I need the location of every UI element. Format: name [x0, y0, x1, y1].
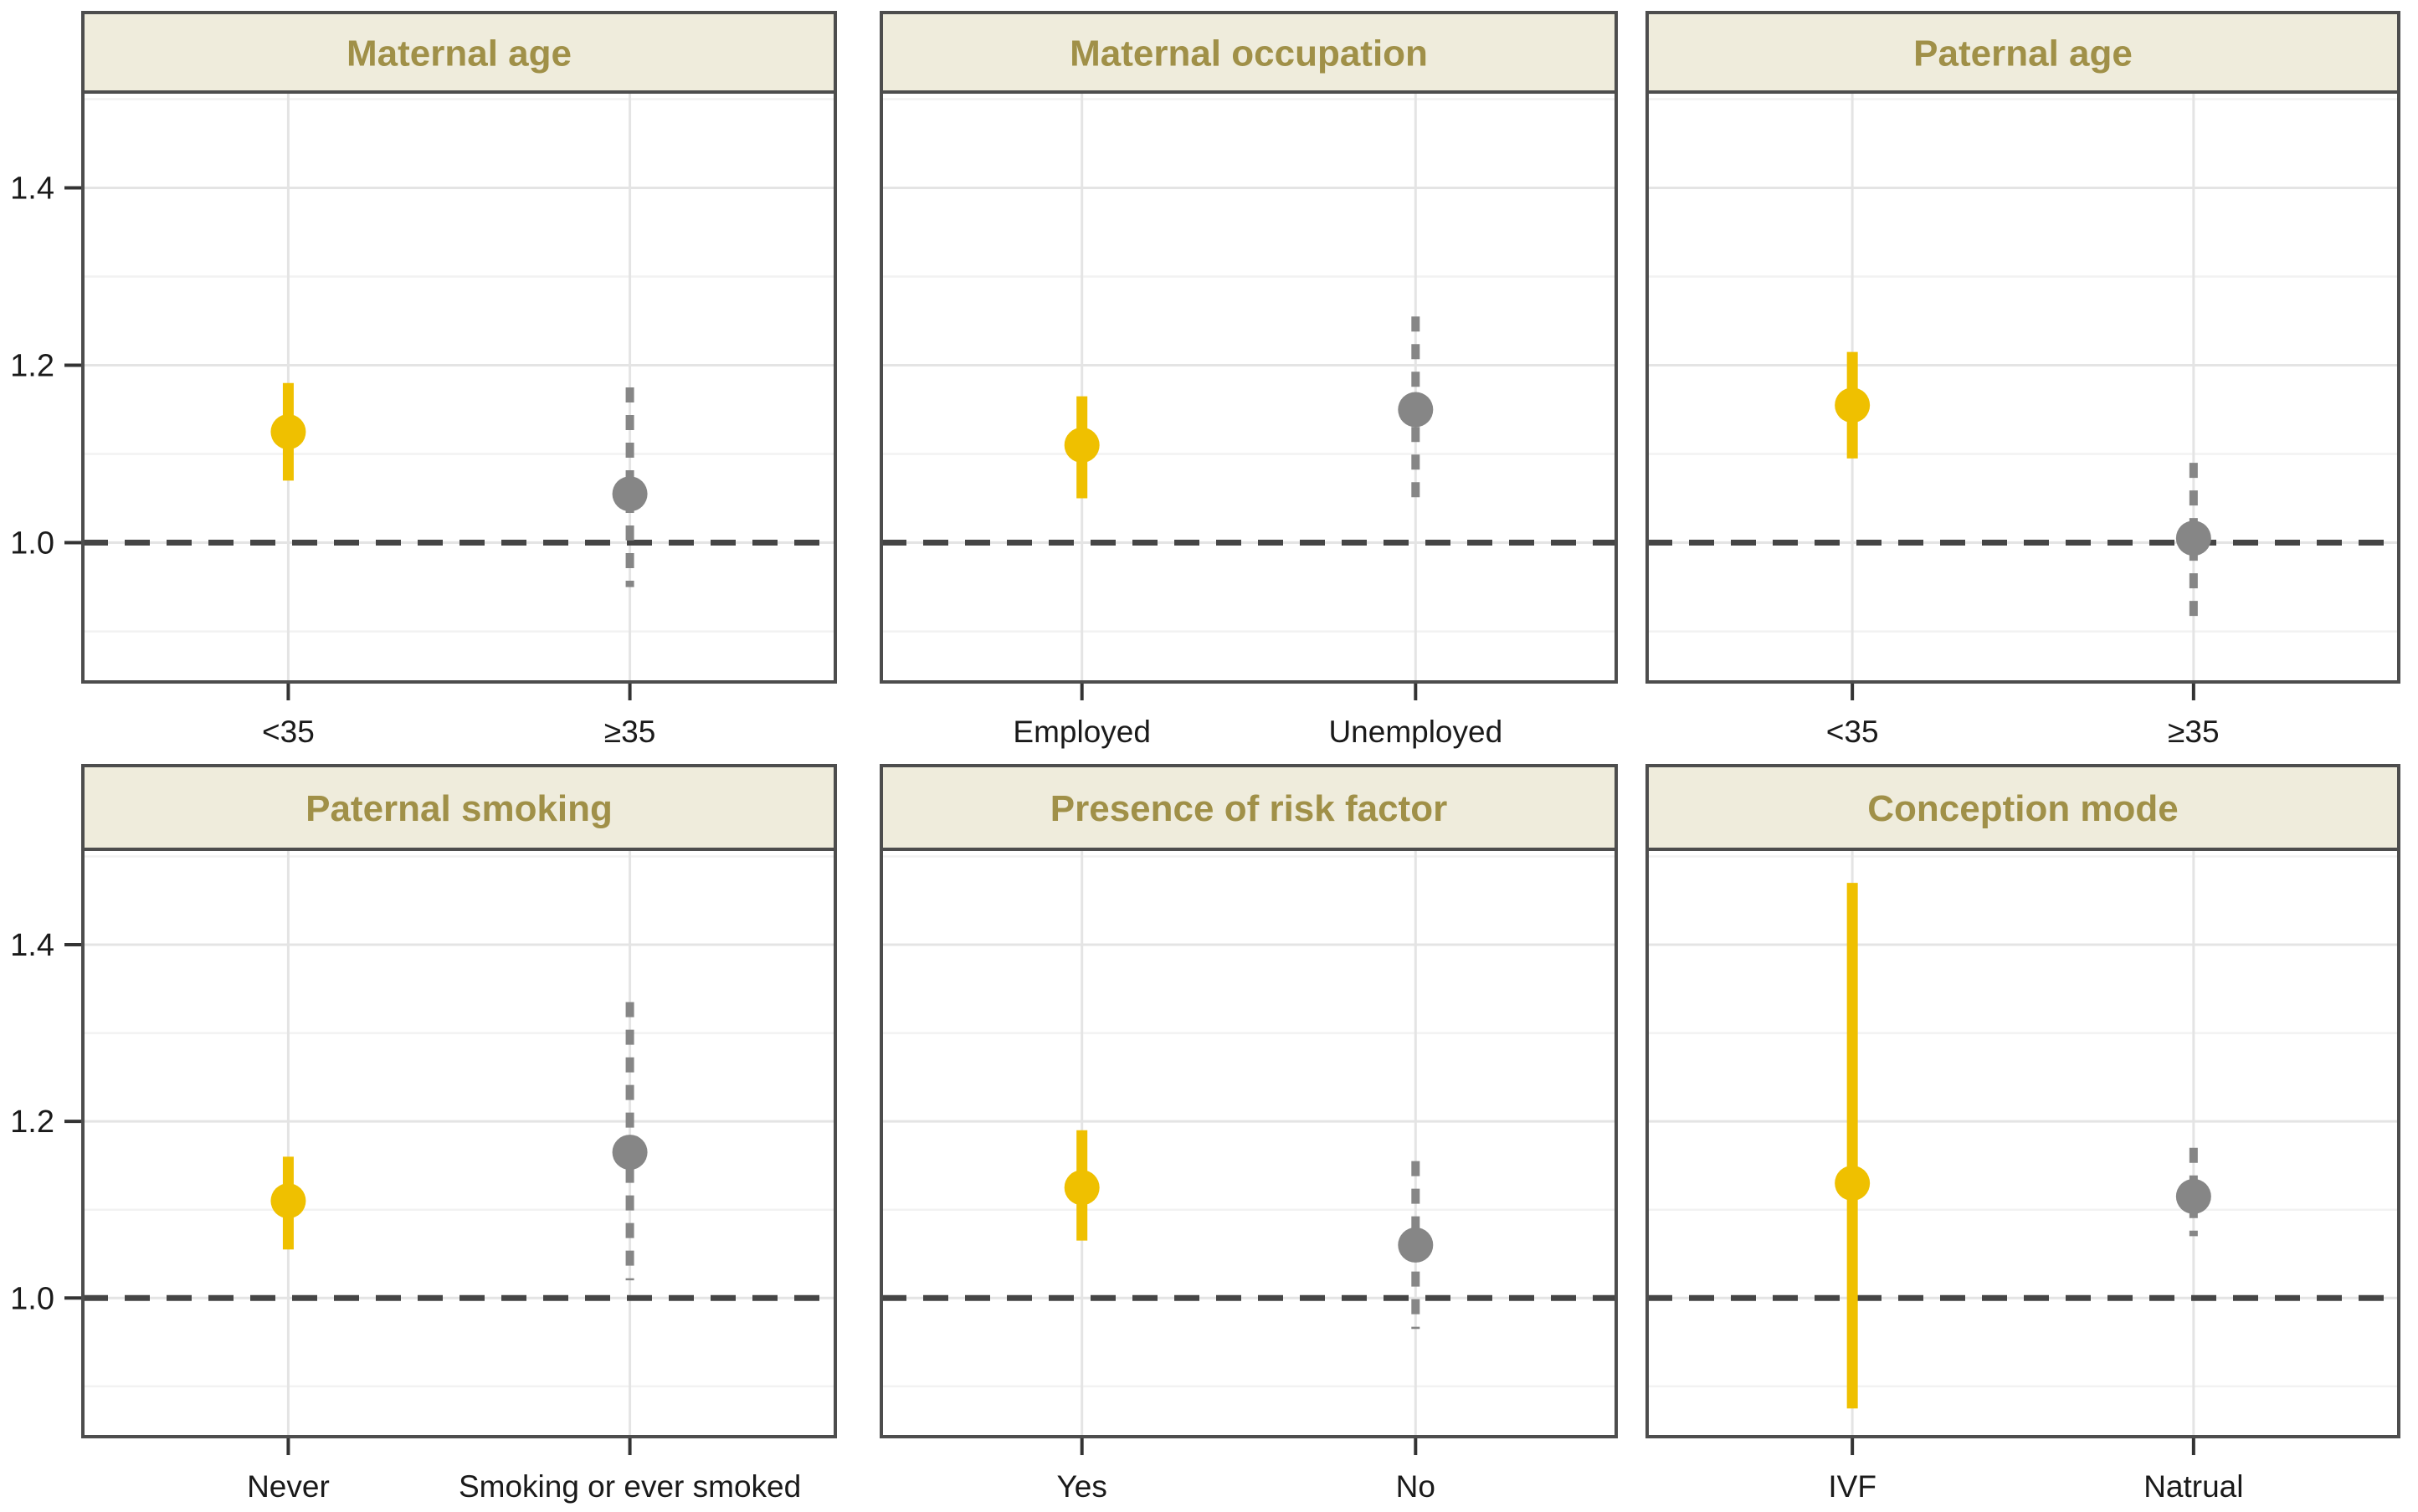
facet-header: [81, 11, 837, 94]
x-tick-label: Unemployed: [1328, 715, 1502, 749]
point-marker: [1835, 387, 1871, 423]
x-tick-label: <35: [1826, 715, 1879, 749]
point-marker: [270, 1183, 306, 1219]
point-marker: [1835, 1166, 1871, 1202]
x-tick-label: Smoking or ever smoked: [459, 1469, 801, 1504]
facet-header: [81, 764, 837, 851]
facet-panel: Maternal occupation Employed Unemployed: [880, 11, 1618, 749]
panel-background: [83, 92, 835, 682]
facet-title: Paternal age: [1913, 33, 2133, 74]
facet-header: [1645, 11, 2400, 94]
facet-panel: Conception mode IVF Natrual: [1645, 764, 2400, 1504]
facet-panel: Paternal age <35 ≥35: [1645, 11, 2400, 749]
facet-panel: Maternal age <35 ≥35 1.0 1.2 1.4: [10, 11, 837, 749]
y-tick-label: 1.0: [10, 1281, 54, 1316]
x-tick-label: <35: [262, 715, 315, 749]
point-marker: [1064, 427, 1100, 463]
facet-title: Conception mode: [1867, 788, 2179, 829]
facet-header: [1645, 764, 2400, 851]
facet-header: [880, 11, 1618, 94]
point-marker: [1398, 1227, 1434, 1263]
panel-background: [881, 92, 1616, 682]
y-tick-label: 1.2: [10, 349, 54, 384]
y-tick-label: 1.4: [10, 928, 54, 963]
y-tick-label: 1.0: [10, 526, 54, 561]
point-marker: [1398, 392, 1434, 428]
facet-title: Presence of risk factor: [1050, 788, 1447, 829]
point-marker: [270, 414, 306, 450]
x-tick-label: ≥35: [2168, 715, 2219, 749]
point-marker: [2175, 1178, 2211, 1214]
facet-title: Maternal age: [347, 33, 572, 74]
x-tick-label: No: [1396, 1469, 1435, 1504]
x-tick-label: IVF: [1828, 1469, 1876, 1504]
panel-background: [83, 849, 835, 1437]
panel-background: [881, 849, 1616, 1437]
x-tick-label: Never: [247, 1469, 330, 1504]
point-marker: [612, 1135, 648, 1171]
y-tick-label: 1.2: [10, 1105, 54, 1140]
facet-title: Paternal smoking: [305, 788, 613, 829]
facet-header: [880, 764, 1618, 851]
x-tick-label: Natrual: [2143, 1469, 2243, 1504]
point-marker: [612, 476, 648, 512]
point-marker: [1064, 1170, 1100, 1206]
facet-panel: Presence of risk factor Yes No: [880, 764, 1618, 1504]
x-tick-label: ≥35: [604, 715, 655, 749]
panel-background: [1647, 92, 2399, 682]
panel-background: [1647, 849, 2399, 1437]
y-tick-label: 1.4: [10, 171, 54, 206]
point-marker: [2175, 520, 2211, 556]
facet-title: Maternal occupation: [1070, 33, 1428, 74]
facet-panel: Paternal smoking Never Smoking or ever smo…: [10, 764, 837, 1504]
x-tick-label: Yes: [1057, 1469, 1107, 1504]
x-tick-label: Employed: [1013, 715, 1151, 749]
